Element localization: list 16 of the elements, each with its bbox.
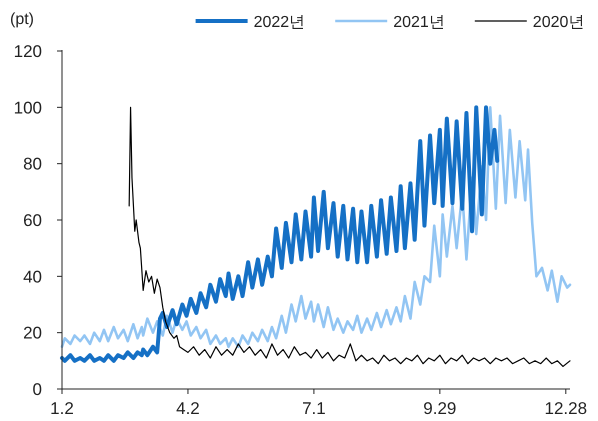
y-axis-title: (pt) — [10, 11, 34, 28]
y-tick-label: 40 — [23, 267, 42, 286]
x-tick-label: 7.1 — [302, 399, 326, 418]
y-tick-label: 80 — [23, 154, 42, 174]
y-tick-label: 0 — [32, 380, 42, 399]
legend-label: 2022년 — [254, 14, 306, 31]
legend-label: 2021년 — [393, 14, 445, 31]
x-tick-label: 12.28 — [544, 399, 588, 418]
x-tick-label: 9.29 — [423, 399, 456, 418]
x-tick-label: 1.2 — [50, 399, 74, 418]
y-tick-label: 100 — [14, 98, 42, 118]
legend-label: 2020년 — [532, 14, 584, 31]
y-tick-label: 20 — [23, 324, 42, 343]
y-tick-label: 60 — [23, 211, 42, 230]
y-tick-label: 120 — [14, 42, 42, 61]
x-tick-label: 4.2 — [176, 399, 200, 418]
